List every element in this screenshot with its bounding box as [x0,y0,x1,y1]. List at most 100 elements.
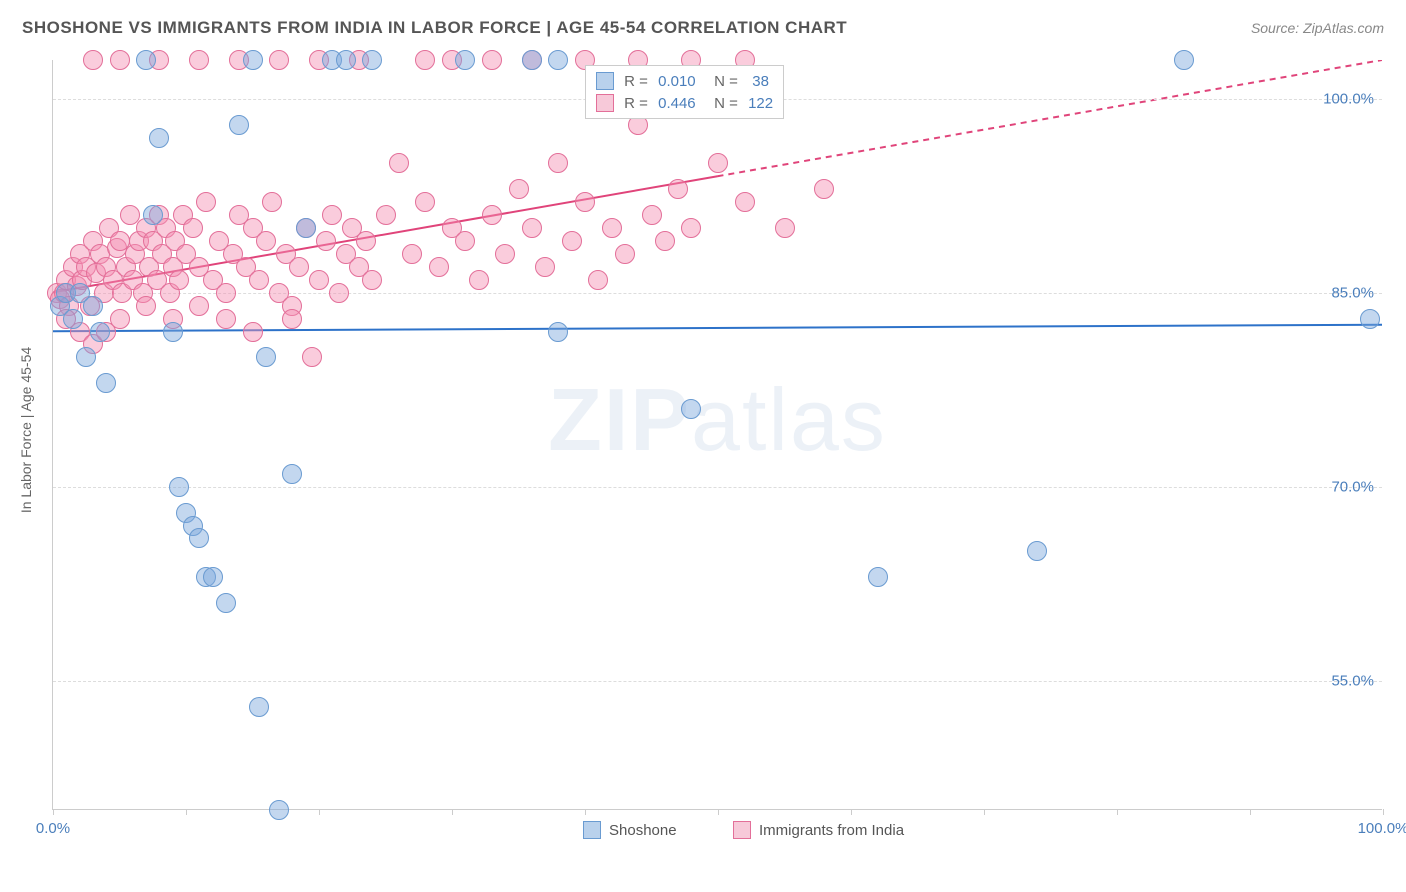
scatter-point [868,567,888,587]
xtick-label: 0.0% [36,820,70,837]
scatter-point [336,50,356,70]
watermark: ZIPatlas [548,369,887,471]
scatter-point [262,192,282,212]
scatter-point [681,218,701,238]
scatter-point [455,50,475,70]
scatter-point [322,205,342,225]
scatter-point [562,231,582,251]
scatter-point [775,218,795,238]
ytick-label: 55.0% [1331,672,1374,689]
scatter-point [96,373,116,393]
scatter-point [216,593,236,613]
legend-series: Shoshone [583,821,677,839]
scatter-point [149,128,169,148]
scatter-point [509,179,529,199]
scatter-point [735,192,755,212]
scatter-point [402,244,422,264]
scatter-point [642,205,662,225]
scatter-point [269,50,289,70]
scatter-point [455,231,475,251]
scatter-point [362,50,382,70]
xtick [718,809,719,815]
scatter-point [249,270,269,290]
scatter-point [143,205,163,225]
scatter-point [668,179,688,199]
scatter-point [708,153,728,173]
scatter-point [256,347,276,367]
scatter-point [83,296,103,316]
scatter-point [296,218,316,238]
scatter-point [655,231,675,251]
scatter-point [189,296,209,316]
scatter-point [535,257,555,277]
xtick [53,809,54,815]
scatter-point [229,115,249,135]
scatter-point [169,270,189,290]
scatter-point [136,50,156,70]
plot-area: ZIPatlas 55.0%70.0%85.0%100.0%0.0%100.0%… [52,60,1382,810]
ytick-label: 85.0% [1331,284,1374,301]
scatter-point [189,528,209,548]
legend-swatch-icon [596,94,614,112]
scatter-point [256,231,276,251]
xtick [452,809,453,815]
scatter-point [282,309,302,329]
legend-series-label: Shoshone [609,822,677,839]
scatter-point [469,270,489,290]
ytick-label: 100.0% [1323,90,1374,107]
scatter-point [169,477,189,497]
scatter-point [243,50,263,70]
scatter-point [189,50,209,70]
xtick [851,809,852,815]
scatter-point [548,322,568,342]
scatter-point [1360,309,1380,329]
xtick [984,809,985,815]
scatter-point [362,270,382,290]
xtick [1383,809,1384,815]
scatter-point [548,50,568,70]
scatter-point [1174,50,1194,70]
scatter-point [203,567,223,587]
scatter-point [356,231,376,251]
scatter-point [309,270,329,290]
y-axis-label: In Labor Force | Age 45-54 [18,347,34,513]
scatter-point [83,50,103,70]
source-label: Source: ZipAtlas.com [1251,20,1384,36]
scatter-point [588,270,608,290]
legend-swatch-icon [733,821,751,839]
chart-title: SHOSHONE VS IMMIGRANTS FROM INDIA IN LAB… [22,18,847,38]
scatter-point [376,205,396,225]
legend-row: R = 0.446 N = 122 [596,92,773,114]
scatter-point [495,244,515,264]
scatter-point [814,179,834,199]
scatter-point [681,399,701,419]
legend-series: Immigrants from India [733,821,904,839]
scatter-point [269,800,289,820]
scatter-point [316,231,336,251]
scatter-point [415,192,435,212]
legend-swatch-icon [583,821,601,839]
scatter-point [329,283,349,303]
scatter-point [415,50,435,70]
scatter-point [548,153,568,173]
legend-row: R = 0.010 N = 38 [596,70,773,92]
scatter-point [183,218,203,238]
scatter-point [482,50,502,70]
scatter-point [110,50,130,70]
xtick [186,809,187,815]
scatter-point [289,257,309,277]
legend-swatch-icon [596,72,614,90]
gridline [53,487,1382,488]
gridline [53,293,1382,294]
scatter-point [282,464,302,484]
scatter-point [615,244,635,264]
scatter-point [110,309,130,329]
ytick-label: 70.0% [1331,478,1374,495]
scatter-point [243,322,263,342]
scatter-point [196,192,216,212]
legend-series-label: Immigrants from India [759,822,904,839]
scatter-point [429,257,449,277]
xtick [1250,809,1251,815]
scatter-point [63,309,83,329]
scatter-point [76,347,96,367]
